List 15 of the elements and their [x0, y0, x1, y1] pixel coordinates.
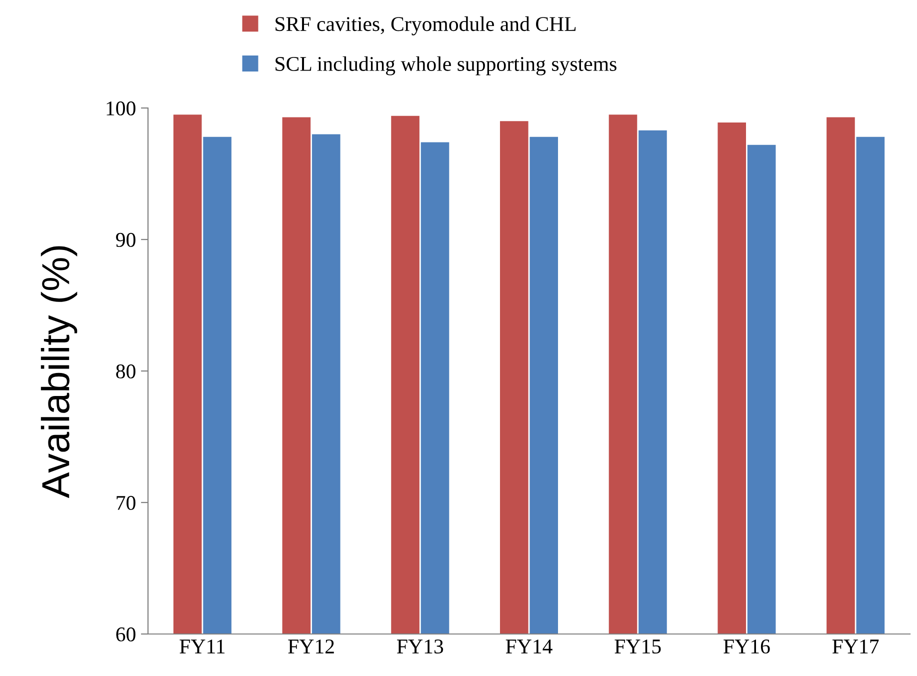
x-tick-label: FY15 [614, 640, 661, 654]
legend-label: SRF cavities, Cryomodule and CHL [276, 16, 576, 36]
legend-label: SCL including whole supporting systems [276, 56, 616, 76]
y-tick-label: 100 [106, 101, 136, 116]
x-tick-label: FY13 [397, 640, 444, 654]
x-tick-label: FY12 [288, 640, 334, 654]
y-axis-title: Availability (%) [40, 246, 78, 498]
x-tick-label: FY17 [832, 640, 879, 654]
y-tick-label: 70 [116, 496, 136, 510]
x-tick-label: FY16 [724, 640, 770, 654]
y-tick-label: 90 [116, 232, 136, 247]
y-tick-label: 80 [116, 364, 136, 378]
x-tick-label: FY11 [180, 640, 225, 654]
x-tick-label: FY14 [506, 640, 552, 654]
y-tick-label: 60 [116, 627, 136, 642]
